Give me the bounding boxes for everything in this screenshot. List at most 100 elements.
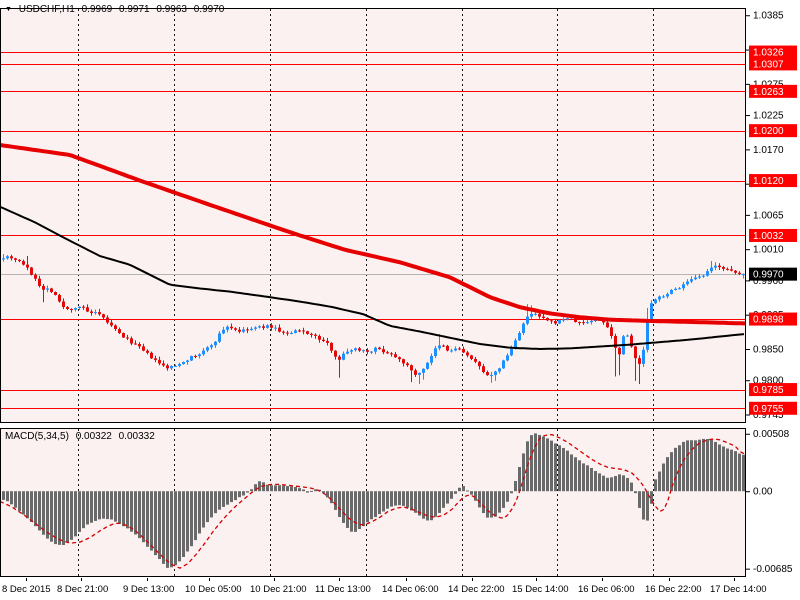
candle-bullish [258,325,261,329]
candle-body [742,274,745,276]
candle-bullish [522,322,525,335]
macd-histogram-bar [666,457,669,492]
candle-bearish [486,370,489,376]
candle-bearish [34,273,37,281]
candle-bearish [98,308,101,316]
macd-histogram-bar [450,491,453,499]
level-price-badge: 1.0307 [749,57,797,71]
symbol-dropdown-icon[interactable]: ▼ [5,6,12,13]
macd-histogram-bar [382,491,385,512]
candle-body [94,312,97,314]
macd-histogram-bar [98,491,101,520]
macd-histogram-bar [102,491,105,519]
candle-bullish [178,362,181,368]
candle-bearish [310,332,313,338]
time-axis-label: 9 Dec 13:00 [123,584,174,595]
macd-histogram-bar [202,491,205,528]
candle-body [626,335,629,337]
candle-body [14,258,17,260]
price-tick-label: 0.9850 [753,345,784,356]
macd-histogram-bar [622,475,625,492]
macd-histogram-bar [610,477,613,492]
candle-body [162,363,165,366]
price-tick-label: 1.0010 [753,245,784,256]
macd-histogram-bar [322,491,325,494]
macd-histogram-bar [174,491,177,566]
candle-body [190,355,193,361]
candle-body [474,358,477,362]
time-axis[interactable]: 8 Dec 2015 8 Dec 21:00 9 Dec 13:00 10 Dec 0… [2,578,767,595]
macd-histogram-bar [274,485,277,492]
macd-histogram-bar [46,491,49,539]
candle-bearish [118,327,121,334]
time-axis-label: 15 Dec 14:00 [512,584,569,595]
candle-bearish [314,333,317,339]
macd-histogram-bar [642,491,645,520]
macd-histogram-bar [358,491,361,530]
macd-histogram-bar [250,489,253,492]
macd-histogram-bar [314,489,317,492]
candle-bullish [686,279,689,286]
candle-body [730,269,733,271]
candle-body [298,330,301,332]
candle-bullish [626,334,629,337]
candle-body [234,328,237,330]
candle-bearish [14,257,17,263]
candle-body [146,350,149,353]
candle-body [334,350,337,357]
level-badge-box [749,228,797,242]
candle-bearish [238,326,241,334]
level-badge-box [749,84,797,98]
candle-bullish [190,355,193,362]
main-pane-background [0,8,746,423]
candle-body [226,326,229,330]
macd-histogram-bar [550,440,553,492]
candle-body [386,352,389,354]
candle-bearish [466,350,469,358]
macd-tick-label: -0.00685 [753,564,793,575]
time-axis-label: 16 Dec 22:00 [645,584,702,595]
macd-histogram-bar [254,484,257,492]
candle-bearish [378,346,381,350]
macd-histogram-bar [134,491,137,535]
candle-bearish [458,347,461,351]
macd-histogram-bar [342,491,345,523]
candle-body [246,329,249,331]
price-tick-label: 1.0170 [753,145,784,156]
candle-bullish [694,274,697,281]
time-axis-label: 11 Dec 13:00 [315,584,371,595]
macd-histogram-bar [58,491,61,545]
time-axis-label: 8 Dec 21:00 [57,584,108,595]
candle-bearish [122,332,125,339]
candle-body [690,279,693,282]
macd-histogram-bar [170,491,173,568]
macd-histogram-bar [514,481,517,492]
macd-histogram-bar [38,491,41,531]
candle-bearish [406,362,409,367]
price-axis[interactable]: 1.03851.03301.02751.02251.01701.01151.00… [746,11,797,575]
candle-bullish [350,349,353,355]
macd-histogram-bar [442,491,445,508]
macd-histogram-bar [310,490,313,492]
candle-body [558,320,561,324]
candle-bearish [162,360,165,367]
candle-bearish [402,358,405,367]
candle-body [58,294,61,302]
price-tick-label: 1.0225 [753,111,784,122]
macd-histogram-bar [482,491,485,514]
candle-body [118,329,121,334]
candle-body [578,322,581,324]
candle-bearish [106,315,109,325]
macd-histogram-bar [294,486,297,492]
macd-histogram-bar [698,439,701,492]
macd-histogram-bar [90,491,93,523]
candle-body [322,339,325,342]
macd-histogram-bar [54,491,57,545]
candle-body [574,316,577,323]
macd-histogram-bar [366,491,369,523]
candle-body [302,330,305,332]
time-axis-label: 10 Dec 21:00 [250,584,307,595]
macd-histogram-bar [490,491,493,518]
macd-histogram-bar [446,491,449,504]
